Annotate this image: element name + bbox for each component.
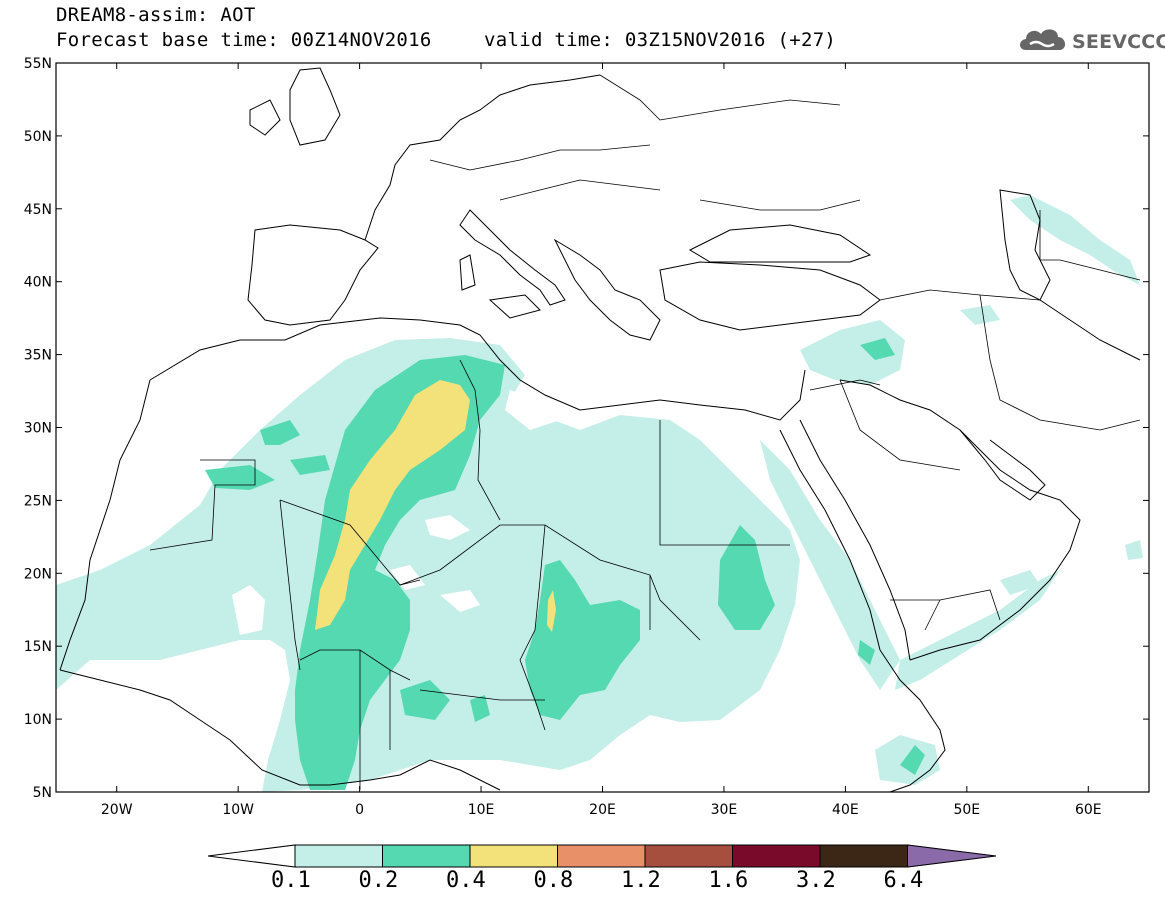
colorbar-label: 0.2: [358, 868, 399, 893]
aot-level-0.1-red-sea: [760, 440, 900, 690]
lon-tick-label: 10E: [468, 802, 495, 818]
colorbar-swatch: [382, 844, 471, 868]
borders: [149, 74, 1141, 790]
lon-tick-label: 50E: [953, 802, 980, 818]
lat-tick-label: 10N: [24, 712, 52, 728]
latitude-labels: 55N 50N 45N 40N 35N 30N 25N 20N 15N 10N 5N: [24, 56, 52, 801]
colorbar: [207, 844, 997, 868]
coastlines: [59, 67, 1141, 792]
lat-tick-label: 5N: [33, 785, 52, 801]
aot-level-0.1: [56, 338, 800, 792]
lat-tick-label: 40N: [24, 275, 52, 291]
cloud-icon: [1020, 29, 1066, 50]
colorbar-over-arrow: [907, 844, 997, 868]
colorbar-label: 0.4: [446, 868, 486, 893]
aot-level-0.4: [315, 380, 470, 630]
lon-tick-label: 0: [355, 802, 364, 818]
colorbar-swatch: [819, 844, 908, 868]
lat-tick-label: 45N: [24, 202, 52, 218]
lat-tick-label: 50N: [24, 129, 52, 145]
lat-tick-label: 20N: [24, 566, 52, 582]
colorbar-swatch: [732, 844, 821, 868]
lon-tick-label: 20W: [101, 802, 133, 818]
lat-tick-label: 55N: [24, 56, 52, 72]
map-title: DREAM8-assim: AOT: [56, 4, 256, 26]
seevccc-logo: SEEVCCC: [1016, 22, 1165, 58]
colorbar-label: 6.4: [883, 868, 924, 893]
lon-tick-label: 60E: [1075, 802, 1102, 818]
colorbar-label: 1.2: [621, 868, 661, 893]
colorbar-label: 0.1: [271, 868, 311, 893]
lon-tick-label: 20E: [589, 802, 616, 818]
colorbar-under-arrow: [207, 844, 296, 868]
lon-tick-label: 40E: [832, 802, 859, 818]
logo-text: SEEVCCC: [1072, 31, 1165, 53]
colorbar-swatch: [469, 844, 558, 868]
aot-shading: [56, 195, 1143, 792]
valid-time: valid time: 03Z15NOV2016 (+27): [484, 29, 837, 51]
lat-tick-label: 30N: [24, 421, 52, 437]
forecast-base-time: Forecast base time: 00Z14NOV2016: [56, 29, 432, 51]
lat-tick-label: 25N: [24, 493, 52, 509]
axis-ticks: [56, 62, 1149, 793]
colorbar-swatch: [557, 844, 646, 868]
colorbar-label: 3.2: [796, 868, 836, 893]
colorbar-label: 1.6: [708, 868, 749, 893]
lat-tick-label: 15N: [24, 639, 52, 655]
colorbar-swatch: [644, 844, 733, 868]
colorbar-swatch: [294, 844, 383, 868]
lat-tick-label: 35N: [24, 348, 52, 364]
colorbar-label: 0.8: [533, 868, 574, 893]
lon-tick-label: 10W: [222, 802, 254, 818]
aot-level-0.2: [295, 355, 505, 790]
lon-tick-label: 30E: [711, 802, 738, 818]
longitude-labels: 20W 10W 0 10E 20E 30E 40E 50E 60E: [101, 802, 1102, 818]
